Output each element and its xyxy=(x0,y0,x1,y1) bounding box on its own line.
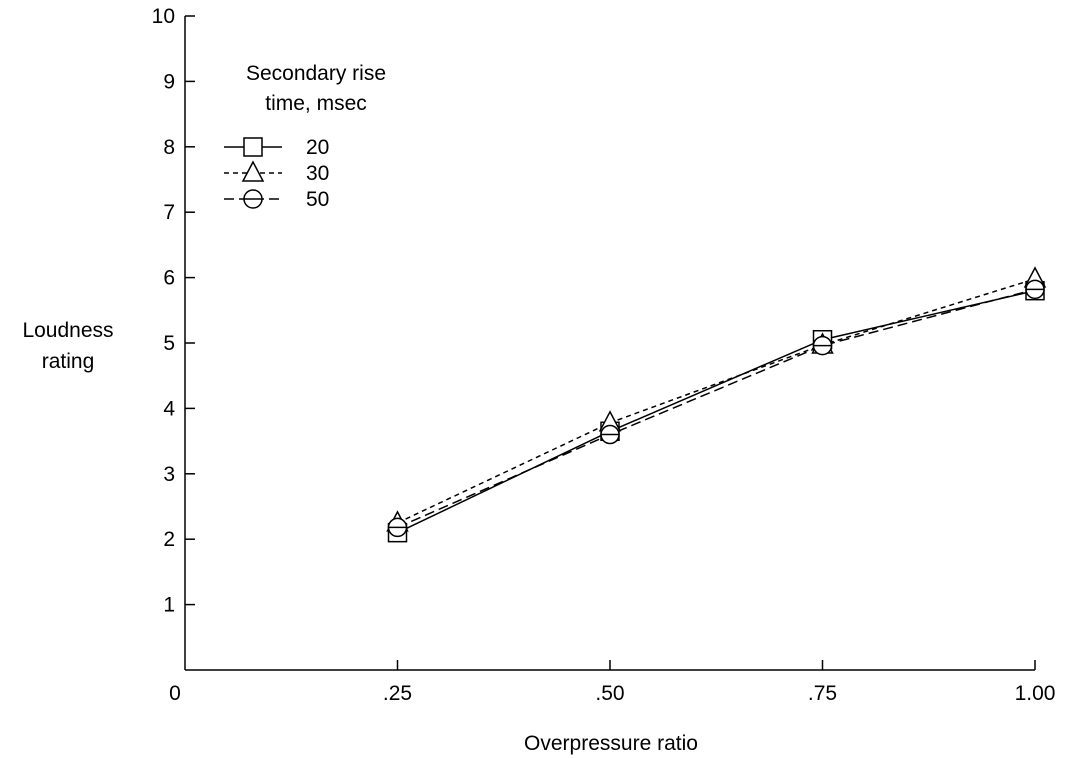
y-tick-label: 6 xyxy=(163,267,175,290)
data-point-50-circle xyxy=(600,424,620,445)
series-line-50 xyxy=(397,288,1036,529)
legend-marker-circle xyxy=(243,189,263,209)
series-line-30 xyxy=(397,278,1036,524)
legend-entry-50: 50 xyxy=(224,188,329,211)
series-line-20 xyxy=(397,289,1036,534)
x-tick-label: .25 xyxy=(383,682,412,705)
data-point-50-circle xyxy=(812,335,833,356)
y-axis-title-line-2: rating xyxy=(42,350,95,373)
y-tick-label: 2 xyxy=(163,528,175,551)
y-axis-title-line-1: Loudness xyxy=(22,319,113,342)
legend-entry-30: 30 xyxy=(224,160,329,185)
legend-entry-20: 20 xyxy=(224,136,329,159)
chart-ticks: 1 2 3 4 5 6 7 8 9 10 0 .25 .50 .75 1.00 xyxy=(152,5,1056,705)
chart-series xyxy=(386,266,1047,543)
data-point-50-circle xyxy=(387,517,408,538)
y-tick-label: 9 xyxy=(163,70,175,93)
y-tick-label: 3 xyxy=(163,463,175,486)
legend-label-20: 20 xyxy=(306,136,329,159)
x-axis-title: Overpressure ratio xyxy=(524,732,698,755)
chart-legend: Secondary rise time, msec 20 30 50 xyxy=(224,62,386,211)
x-tick-label: .50 xyxy=(595,682,624,705)
legend-title-line-2: time, msec xyxy=(265,92,367,115)
y-tick-label: 4 xyxy=(163,397,175,420)
legend-label-30: 30 xyxy=(306,162,329,185)
y-tick-label: 5 xyxy=(163,332,175,355)
legend-title-line-1: Secondary rise xyxy=(246,62,386,85)
legend-marker-square xyxy=(243,137,263,157)
y-tick-label: 8 xyxy=(163,136,175,159)
legend-marker-triangle xyxy=(241,160,265,182)
x-tick-label: 1.00 xyxy=(1015,682,1056,705)
legend-label-50: 50 xyxy=(306,188,329,211)
data-point-50-circle xyxy=(1025,279,1045,300)
x-tick-label: 0 xyxy=(169,682,181,705)
y-tick-label: 1 xyxy=(163,594,175,617)
y-tick-label: 7 xyxy=(163,201,175,224)
x-tick-label: .75 xyxy=(808,682,837,705)
y-tick-label: 10 xyxy=(152,5,175,28)
